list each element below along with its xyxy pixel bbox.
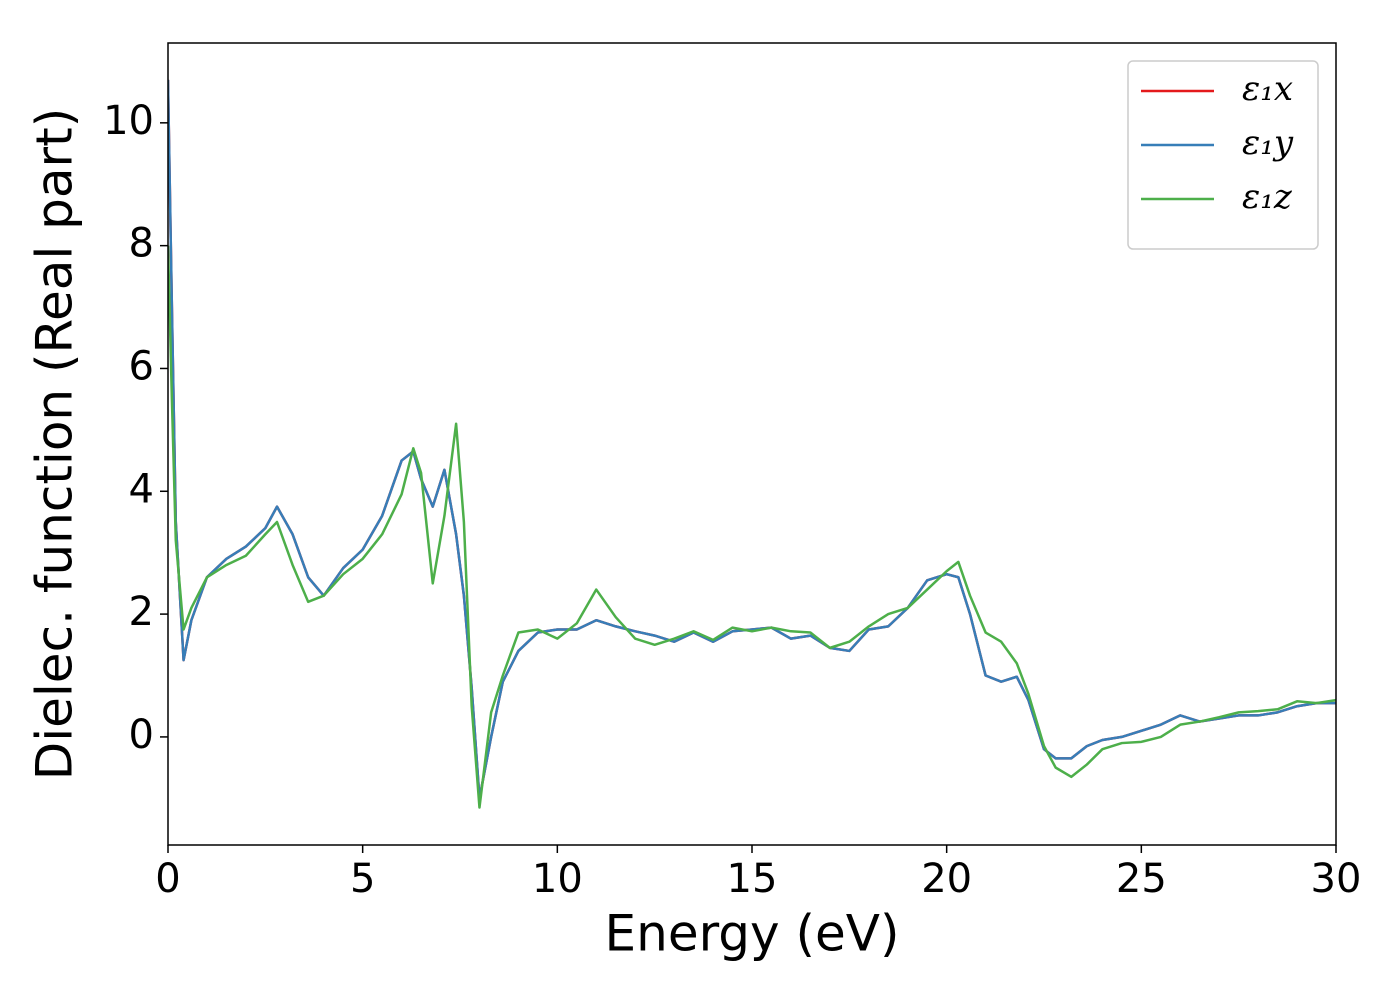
y-tick-label: 6 (129, 343, 154, 389)
x-tick-label: 5 (350, 856, 375, 902)
y-tick-label: 10 (103, 98, 154, 144)
plot-frame (167, 42, 1337, 846)
legend-label: ε₁z (1242, 177, 1293, 217)
legend-box (1127, 60, 1319, 250)
y-axis-label: Dielec. function (Real part) (26, 108, 84, 780)
legend-label: ε₁y (1242, 123, 1294, 163)
x-axis-label: Energy (eV) (605, 905, 900, 963)
x-tick-label: 30 (1311, 856, 1362, 902)
y-tick-label: 2 (129, 589, 154, 635)
y-tick-label: 8 (129, 221, 154, 267)
x-tick-label: 15 (727, 856, 778, 902)
series-line (168, 245, 1336, 809)
x-tick-label: 0 (155, 856, 180, 902)
x-tick-label: 25 (1116, 856, 1167, 902)
x-tick-label: 10 (532, 856, 583, 902)
y-tick-label: 0 (129, 712, 154, 758)
x-tick-label: 20 (921, 856, 972, 902)
legend-label: ε₁x (1242, 69, 1293, 109)
y-tick-label: 4 (129, 466, 154, 512)
